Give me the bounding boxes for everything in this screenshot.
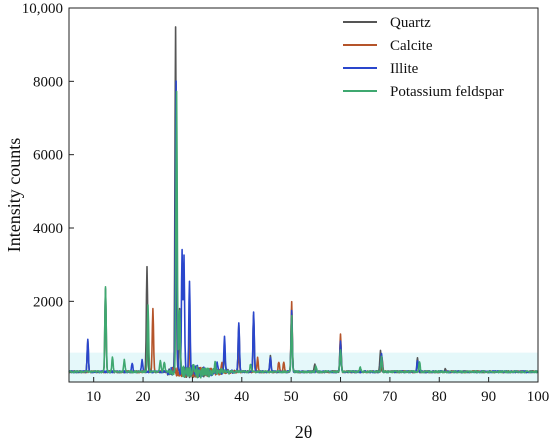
series-layer bbox=[68, 26, 539, 379]
baseline-band bbox=[69, 352, 538, 382]
plot-area bbox=[69, 352, 538, 382]
axes-layer: 10 20 30 40 50 60 70 80 90 100 2000 4000 6000 8000 10,… bbox=[22, 1, 550, 405]
legend: Quartz Calcite Illite Potassium feldspar bbox=[343, 15, 504, 100]
plot-frame bbox=[68, 7, 539, 383]
x-tick-label: 40 bbox=[234, 389, 249, 405]
y-tick-label: 2000 bbox=[33, 294, 63, 310]
x-tick-label: 20 bbox=[136, 389, 151, 405]
x-tick-label: 80 bbox=[432, 389, 447, 405]
y-tick-label: 8000 bbox=[33, 74, 63, 90]
x-tick-label: 90 bbox=[481, 389, 496, 405]
x-tick-label: 100 bbox=[527, 389, 550, 405]
x-tick-label: 50 bbox=[284, 389, 299, 405]
y-tick-label: 6000 bbox=[33, 148, 63, 164]
legend-label: Illite bbox=[390, 61, 419, 77]
legend-label: Calcite bbox=[390, 38, 433, 54]
legend-label: Quartz bbox=[390, 15, 431, 31]
x-axis-title: 2θ bbox=[295, 422, 313, 442]
series-line-potassium-feldspar bbox=[68, 90, 539, 379]
x-tick-label: 60 bbox=[333, 389, 348, 405]
y-tick-label: 10,000 bbox=[22, 1, 63, 17]
legend-label: Potassium feldspar bbox=[390, 84, 504, 100]
y-axis-title: Intensity counts bbox=[4, 138, 24, 253]
x-tick-label: 70 bbox=[382, 389, 397, 405]
x-tick-label: 30 bbox=[185, 389, 200, 405]
y-tick-label: 4000 bbox=[33, 221, 63, 237]
x-tick-label: 10 bbox=[86, 389, 101, 405]
